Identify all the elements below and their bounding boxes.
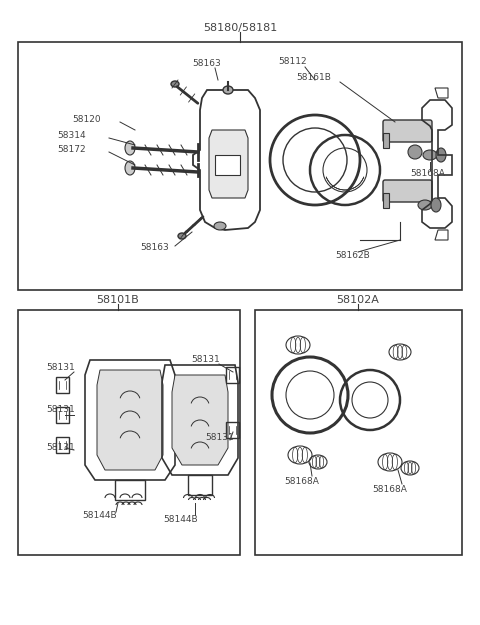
Polygon shape — [383, 193, 389, 208]
Text: 58180/58181: 58180/58181 — [203, 23, 277, 33]
Ellipse shape — [171, 81, 179, 87]
Ellipse shape — [223, 86, 233, 94]
Ellipse shape — [408, 145, 422, 159]
Text: 58131: 58131 — [46, 364, 75, 372]
Ellipse shape — [178, 233, 186, 239]
Text: 58112: 58112 — [278, 58, 307, 66]
Text: 58314: 58314 — [57, 131, 85, 139]
Ellipse shape — [431, 198, 441, 212]
Text: 58162B: 58162B — [335, 251, 370, 259]
Ellipse shape — [436, 148, 446, 162]
Text: 58172: 58172 — [57, 146, 85, 154]
Text: 58163: 58163 — [140, 244, 169, 252]
Polygon shape — [172, 375, 228, 465]
Text: 58168A: 58168A — [372, 486, 407, 494]
Text: 58131: 58131 — [191, 356, 220, 364]
Polygon shape — [97, 370, 163, 470]
Ellipse shape — [125, 161, 135, 175]
Text: 58163: 58163 — [192, 59, 221, 68]
Ellipse shape — [125, 141, 135, 155]
Polygon shape — [215, 155, 240, 175]
Text: 58168A: 58168A — [284, 478, 319, 486]
Text: 58120: 58120 — [72, 116, 101, 124]
Text: 58131: 58131 — [205, 432, 234, 441]
Text: 58131: 58131 — [46, 406, 75, 414]
Ellipse shape — [423, 150, 437, 160]
Ellipse shape — [418, 200, 432, 210]
Polygon shape — [209, 130, 248, 198]
Text: 58144B: 58144B — [163, 516, 198, 524]
Ellipse shape — [214, 222, 226, 230]
Text: 58102A: 58102A — [336, 295, 379, 305]
FancyBboxPatch shape — [383, 180, 432, 202]
FancyBboxPatch shape — [383, 120, 432, 142]
Text: 58168A: 58168A — [410, 169, 445, 179]
Text: 58144B: 58144B — [82, 511, 117, 519]
Text: 58101B: 58101B — [96, 295, 139, 305]
Polygon shape — [383, 133, 389, 148]
Text: 58131: 58131 — [46, 444, 75, 452]
Text: 58161B: 58161B — [296, 74, 331, 82]
